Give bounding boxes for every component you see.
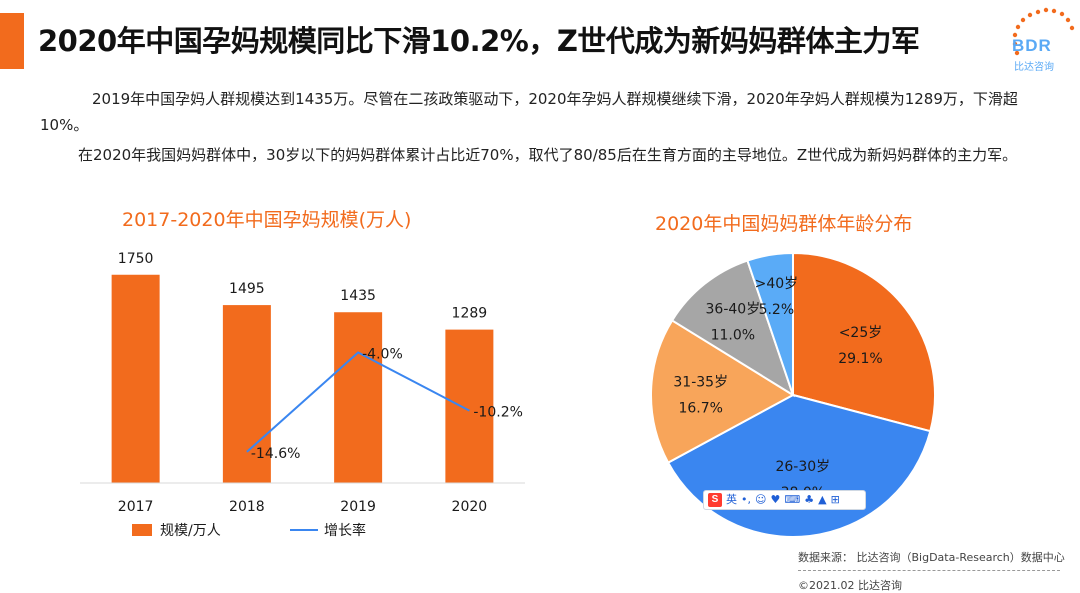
ime-lang-toggle[interactable]: 英: [726, 493, 737, 506]
pie-slice-label: 36-40岁: [706, 301, 761, 317]
grid-icon[interactable]: ⊞: [830, 493, 840, 506]
pie-slice-value: 16.7%: [678, 400, 722, 416]
pie-slice-value: 11.0%: [711, 327, 755, 343]
copyright: ©2021.02 比达咨询: [798, 579, 902, 592]
bdr-logo: [1012, 7, 1075, 56]
x-tick-label: 2017: [118, 499, 154, 515]
growth-rate-line: [246, 351, 470, 453]
pie-slice-4: [746, 251, 794, 396]
shirt-icon[interactable]: ▲: [818, 493, 827, 506]
growth-rate-label: -4.0%: [362, 347, 403, 363]
x-tick-label: 2018: [229, 499, 265, 515]
ime-toolbar[interactable]: S 英 •, ☺ ♥ ⌨ ♣ ▲ ⊞: [703, 490, 866, 510]
growth-rate-label: -14.6%: [251, 446, 301, 462]
growth-rate-label: -10.2%: [473, 405, 523, 421]
sogou-s-icon[interactable]: S: [708, 493, 722, 507]
keyboard-icon[interactable]: ⌨: [784, 493, 801, 506]
x-tick-label: 2019: [340, 499, 376, 515]
pie-slice-label: 26-30岁: [775, 459, 830, 475]
pie-slice-label: <25岁: [839, 325, 883, 341]
pie-slice-2: [650, 319, 795, 464]
bar-value-label: 1435: [340, 288, 376, 304]
logo-text: BDR: [1012, 36, 1052, 55]
mic-icon[interactable]: ♥: [770, 493, 781, 506]
bar-2019: [334, 312, 383, 483]
legend-bar-label: 规模/万人: [160, 523, 221, 539]
paragraph-1: 2019年中国孕妈人群规模达到1435万。尽管在二孩政策驱动下，2020年孕妈人…: [40, 90, 1018, 134]
pie-slice-label: >40岁: [755, 276, 799, 292]
logo-dots: [1012, 7, 1075, 56]
bar-chart-title: 2017-2020年中国孕妈规模(万人): [122, 209, 412, 231]
emoji-icon[interactable]: ☺: [755, 493, 767, 506]
footer-divider: [798, 570, 1060, 571]
bar-value-label: 1750: [118, 251, 154, 267]
pie-slice-3: [670, 259, 795, 398]
bar-2017: [111, 274, 160, 483]
legend-line-label: 增长率: [324, 522, 366, 539]
punctuation-icon[interactable]: •,: [741, 493, 751, 506]
bar-value-label: 1289: [452, 306, 488, 322]
pie-chart-title: 2020年中国妈妈群体年龄分布: [655, 213, 913, 235]
bar-2018: [222, 305, 271, 483]
x-tick-label: 2020: [452, 499, 488, 515]
data-source: 数据来源： 比达咨询（BigData-Research）数据中心: [798, 551, 1065, 564]
pie-slice-value: 5.2%: [759, 302, 795, 318]
pie-slice-value: 29.1%: [838, 351, 882, 367]
pie-slice-0: [792, 251, 936, 433]
skin-icon[interactable]: ♣: [804, 493, 815, 506]
bar-value-label: 1495: [229, 281, 265, 297]
legend-bar-swatch: [132, 524, 152, 536]
bar-2020: [445, 329, 494, 483]
paragraph-2: 在2020年我国妈妈群体中，30岁以下的妈妈群体累计占比近70%，取代了80/8…: [78, 146, 1018, 164]
pie-slice-label: 31-35岁: [673, 374, 728, 390]
title-accent-bar: [0, 13, 24, 69]
page-title: 2020年中国孕妈规模同比下滑10.2%，Z世代成为新妈妈群体主力军: [38, 24, 920, 58]
logo-subtext: 比达咨询: [1014, 62, 1054, 73]
